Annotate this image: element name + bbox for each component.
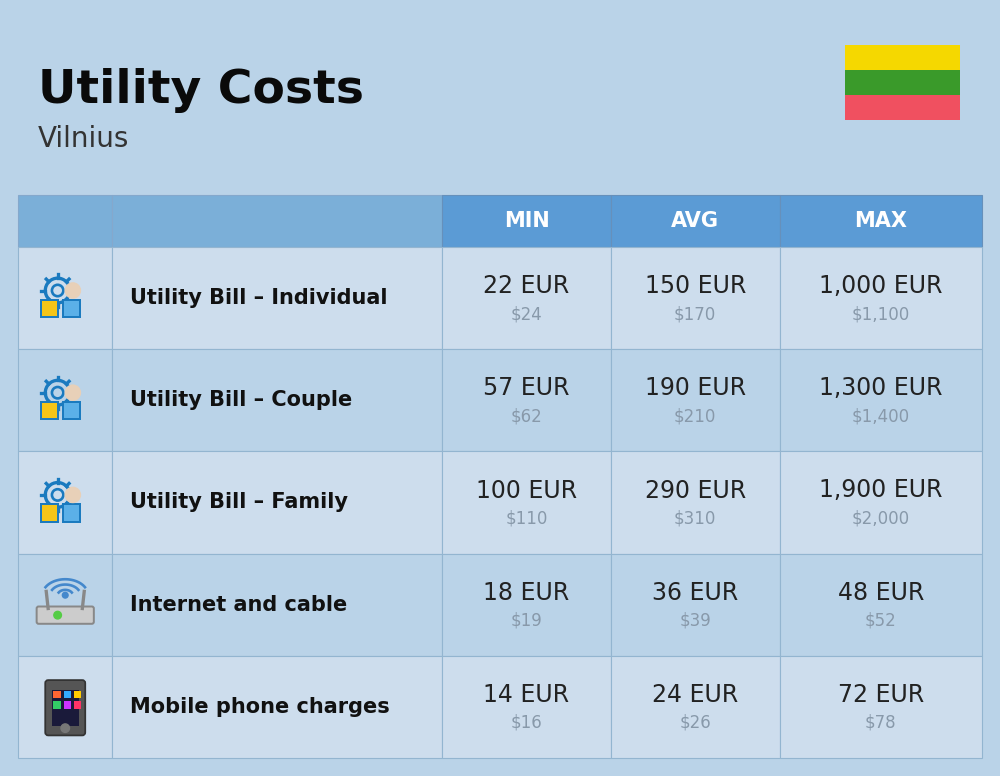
FancyBboxPatch shape	[64, 701, 71, 708]
FancyBboxPatch shape	[63, 504, 80, 521]
FancyBboxPatch shape	[845, 95, 960, 120]
Circle shape	[65, 283, 80, 298]
Text: $170: $170	[674, 305, 716, 323]
FancyBboxPatch shape	[780, 349, 982, 452]
FancyBboxPatch shape	[780, 553, 982, 656]
Text: $16: $16	[511, 714, 542, 732]
Text: Utility Costs: Utility Costs	[38, 68, 364, 113]
FancyBboxPatch shape	[18, 195, 112, 247]
FancyBboxPatch shape	[780, 247, 982, 349]
FancyBboxPatch shape	[18, 349, 112, 452]
Text: $210: $210	[674, 407, 716, 425]
Text: 1,000 EUR: 1,000 EUR	[819, 274, 943, 298]
FancyBboxPatch shape	[780, 452, 982, 553]
Text: MIN: MIN	[504, 211, 549, 231]
Text: MAX: MAX	[854, 211, 907, 231]
FancyBboxPatch shape	[845, 70, 960, 95]
FancyBboxPatch shape	[41, 300, 58, 317]
FancyBboxPatch shape	[18, 553, 112, 656]
FancyBboxPatch shape	[37, 607, 94, 624]
FancyBboxPatch shape	[45, 680, 85, 736]
Text: 1,900 EUR: 1,900 EUR	[819, 479, 943, 503]
FancyBboxPatch shape	[611, 247, 780, 349]
Text: $1,400: $1,400	[852, 407, 910, 425]
Circle shape	[62, 592, 68, 598]
FancyBboxPatch shape	[112, 656, 442, 758]
Text: $310: $310	[674, 510, 716, 528]
FancyBboxPatch shape	[53, 691, 61, 698]
FancyBboxPatch shape	[780, 656, 982, 758]
Text: $39: $39	[679, 611, 711, 629]
FancyBboxPatch shape	[41, 402, 58, 419]
Text: 14 EUR: 14 EUR	[483, 683, 570, 707]
Text: 150 EUR: 150 EUR	[645, 274, 746, 298]
FancyBboxPatch shape	[18, 247, 112, 349]
Circle shape	[61, 724, 69, 733]
Text: 36 EUR: 36 EUR	[652, 580, 738, 605]
FancyBboxPatch shape	[112, 452, 442, 553]
Text: Vilnius: Vilnius	[38, 125, 129, 153]
FancyBboxPatch shape	[442, 452, 611, 553]
FancyBboxPatch shape	[442, 247, 611, 349]
Text: AVG: AVG	[671, 211, 719, 231]
Text: Internet and cable: Internet and cable	[130, 594, 348, 615]
Text: 57 EUR: 57 EUR	[483, 376, 570, 400]
Text: Utility Bill – Individual: Utility Bill – Individual	[130, 288, 388, 308]
Text: $110: $110	[505, 510, 548, 528]
FancyBboxPatch shape	[74, 691, 81, 698]
FancyBboxPatch shape	[611, 553, 780, 656]
FancyBboxPatch shape	[611, 452, 780, 553]
Text: Mobile phone charges: Mobile phone charges	[130, 697, 390, 717]
Text: 22 EUR: 22 EUR	[483, 274, 570, 298]
Text: Utility Bill – Family: Utility Bill – Family	[130, 493, 348, 512]
FancyBboxPatch shape	[63, 300, 80, 317]
Text: 24 EUR: 24 EUR	[652, 683, 738, 707]
Text: 290 EUR: 290 EUR	[645, 479, 746, 503]
FancyBboxPatch shape	[442, 195, 611, 247]
FancyBboxPatch shape	[74, 701, 81, 708]
Circle shape	[54, 611, 61, 619]
Text: $52: $52	[865, 611, 897, 629]
Circle shape	[65, 487, 80, 503]
FancyBboxPatch shape	[53, 701, 61, 708]
FancyBboxPatch shape	[112, 349, 442, 452]
FancyBboxPatch shape	[845, 45, 960, 70]
Text: $24: $24	[511, 305, 542, 323]
Circle shape	[65, 385, 80, 400]
FancyBboxPatch shape	[112, 553, 442, 656]
FancyBboxPatch shape	[41, 504, 58, 521]
FancyBboxPatch shape	[780, 195, 982, 247]
FancyBboxPatch shape	[0, 0, 1000, 185]
Text: 18 EUR: 18 EUR	[483, 580, 570, 605]
FancyBboxPatch shape	[442, 656, 611, 758]
FancyBboxPatch shape	[611, 349, 780, 452]
FancyBboxPatch shape	[63, 402, 80, 419]
FancyBboxPatch shape	[442, 553, 611, 656]
Text: 48 EUR: 48 EUR	[838, 580, 924, 605]
Text: 100 EUR: 100 EUR	[476, 479, 577, 503]
Text: $2,000: $2,000	[852, 510, 910, 528]
FancyBboxPatch shape	[442, 349, 611, 452]
FancyBboxPatch shape	[18, 656, 112, 758]
Text: $19: $19	[511, 611, 542, 629]
FancyBboxPatch shape	[18, 452, 112, 553]
Text: 190 EUR: 190 EUR	[645, 376, 746, 400]
Text: 1,300 EUR: 1,300 EUR	[819, 376, 943, 400]
Text: $26: $26	[679, 714, 711, 732]
Text: $78: $78	[865, 714, 897, 732]
FancyBboxPatch shape	[64, 691, 71, 698]
Text: 72 EUR: 72 EUR	[838, 683, 924, 707]
Text: $62: $62	[511, 407, 542, 425]
FancyBboxPatch shape	[112, 195, 442, 247]
FancyBboxPatch shape	[112, 247, 442, 349]
Text: $1,100: $1,100	[852, 305, 910, 323]
FancyBboxPatch shape	[611, 195, 780, 247]
FancyBboxPatch shape	[611, 656, 780, 758]
FancyBboxPatch shape	[52, 690, 79, 726]
Text: Utility Bill – Couple: Utility Bill – Couple	[130, 390, 353, 411]
